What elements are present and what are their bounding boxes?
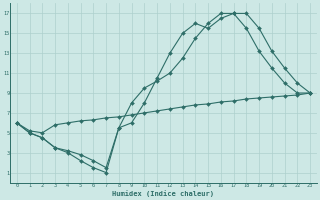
X-axis label: Humidex (Indice chaleur): Humidex (Indice chaleur) [112, 190, 214, 197]
